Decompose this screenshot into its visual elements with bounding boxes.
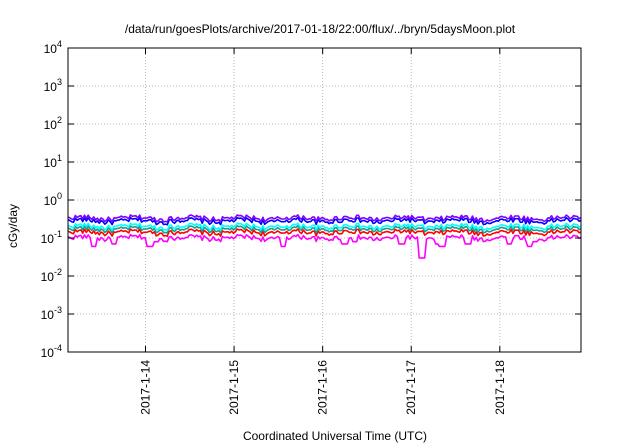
y-tick-label: 10-2 — [41, 267, 62, 284]
x-tick-label: 2017-1-15 — [227, 360, 241, 415]
y-tick-label: 102 — [44, 115, 62, 132]
series-line — [67, 216, 582, 226]
y-tick-label: 100 — [44, 191, 62, 208]
series-line — [67, 233, 582, 259]
series-line — [67, 214, 582, 223]
y-tick-label: 10-4 — [41, 343, 62, 360]
series-line — [67, 222, 582, 232]
x-axis-label: Coordinated Universal Time (UTC) — [242, 429, 428, 443]
series-line — [67, 228, 582, 237]
series-line — [67, 225, 582, 234]
chart-title: /data/run/goesPlots/archive/2017-01-18/2… — [124, 22, 516, 36]
x-tick-label: 2017-1-17 — [404, 360, 418, 415]
tick-group: 10-4 10-3 10-2 10-1 100 101 102 103 104 2017-1-14… — [41, 39, 581, 415]
y-tick-label: 104 — [44, 39, 62, 56]
grid — [68, 48, 581, 352]
x-tick-label: 2017-1-18 — [493, 360, 507, 415]
y-tick-label: 103 — [44, 77, 62, 94]
plot-frame — [67, 47, 582, 353]
y-tick-label: 10-3 — [41, 305, 62, 322]
y-tick-label: 10-1 — [41, 229, 62, 246]
x-tick-label: 2017-1-14 — [139, 360, 153, 415]
y-axis-label: cGy/day — [6, 203, 20, 248]
x-tick-label: 2017-1-16 — [316, 360, 330, 415]
series-group — [67, 214, 582, 259]
y-tick-label: 101 — [44, 153, 62, 170]
